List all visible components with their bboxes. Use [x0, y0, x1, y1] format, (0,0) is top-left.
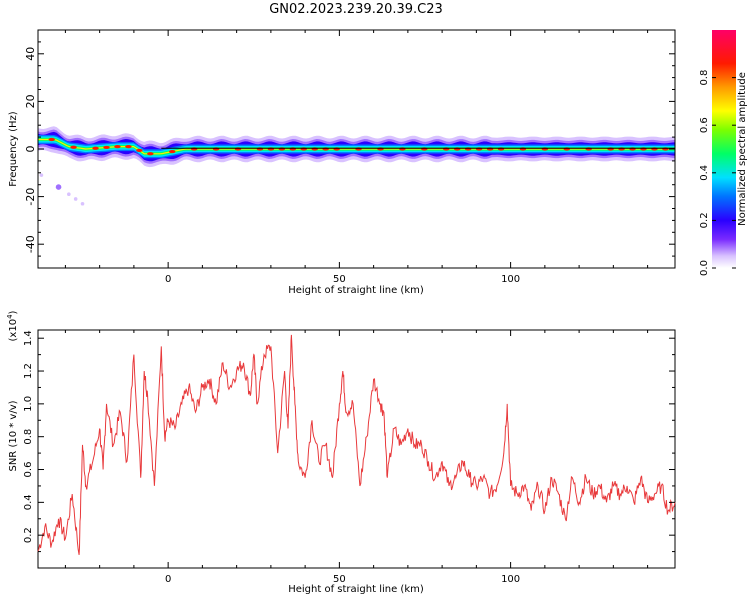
snr-ticks: 0 50 100 0.2 0.4 0.6 0.8 1.0 1.2 1.4: [23, 330, 675, 585]
snr-ylabel: SNR (10 * v/v): [8, 400, 19, 471]
colorbar-label: Normalized spectral amplitude: [737, 72, 748, 226]
spectral-hotspot: [147, 152, 154, 156]
spectrogram-xlabel: Height of straight line (km): [288, 285, 424, 296]
x-tick-label: 100: [501, 574, 520, 585]
colorbar-gradient: [712, 30, 736, 268]
spectral-hotspot: [114, 145, 121, 149]
colorbar-tick-label: 0.2: [699, 212, 710, 228]
scatter-point: [67, 192, 71, 197]
y-tick-label: -40: [24, 235, 37, 253]
figure-title: GN02.2023.239.20.39.C23: [269, 2, 443, 17]
y-tick-label: 0.4: [23, 494, 34, 510]
snr-panel: 0 50 100 0.2 0.4 0.6 0.8 1.0 1.2 1.4 Height of st…: [6, 310, 676, 595]
y-tick-label: 1.0: [23, 396, 34, 412]
spectral-hotspot: [48, 137, 55, 142]
scatter-point: [55, 184, 62, 190]
spectrogram-ticks: 0 50 100 40 20 0 -20 -40: [24, 29, 675, 285]
y-tick-label: 1.4: [23, 330, 34, 346]
spectrogram-ylabel: Frequency (Hz): [8, 111, 19, 187]
y-tick-label: 0.6: [23, 462, 34, 478]
y-tick-label: -20: [24, 188, 37, 206]
snr-scale-label: (x104): [6, 310, 19, 341]
scatter-point: [80, 201, 85, 206]
snr-xlabel: Height of straight line (km): [288, 584, 424, 595]
y-tick-label: 40: [24, 47, 37, 61]
x-tick-label: 0: [165, 274, 171, 285]
y-tick-label: 0: [24, 146, 37, 153]
y-tick-label: 20: [24, 94, 37, 108]
spectral-hotspot: [169, 149, 176, 154]
spectral-hotspot: [70, 145, 77, 149]
colorbar-tick-label: 0.8: [699, 70, 710, 86]
y-tick-label: 0.2: [23, 527, 34, 543]
spectrogram-traces: [38, 126, 675, 206]
spectral-band-4: [38, 136, 675, 157]
x-tick-label: 50: [333, 574, 346, 585]
x-tick-label: 50: [333, 274, 346, 285]
spectral-hotspot: [92, 146, 99, 150]
colorbar-tick-label: 0.0: [699, 260, 710, 276]
scatter-point: [73, 197, 78, 201]
y-tick-label: 0.8: [23, 429, 34, 445]
spectral-hotspot: [136, 148, 143, 153]
snr-frame: [37, 329, 676, 569]
spectral-hotspot: [125, 145, 132, 149]
x-tick-label: 100: [501, 274, 520, 285]
spectrogram-panel: 0 50 100 40 20 0 -20 -40 Height of straight lin…: [8, 29, 676, 296]
scatter-point: [39, 173, 44, 177]
colorbar-tick-label: 0.6: [699, 117, 710, 133]
spectral-hotspot: [103, 145, 110, 150]
colorbar-ticks: 0.0 0.2 0.4 0.6 0.8: [699, 70, 736, 276]
snr-series-line: [37, 334, 676, 555]
colorbar: 0.0 0.2 0.4 0.6 0.8 Normalized spectral ampl…: [699, 30, 748, 276]
colorbar-tick-label: 0.4: [699, 165, 710, 181]
y-tick-label: 1.2: [23, 363, 34, 379]
x-tick-label: 0: [165, 574, 171, 585]
